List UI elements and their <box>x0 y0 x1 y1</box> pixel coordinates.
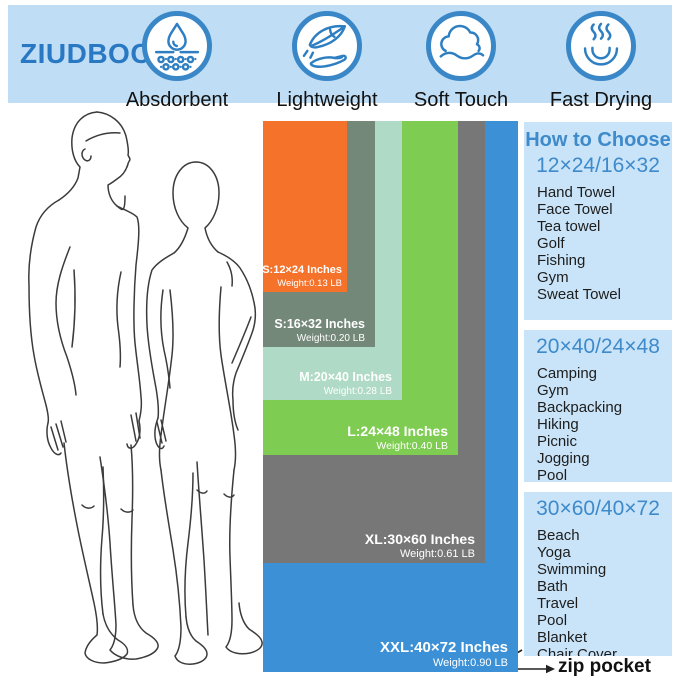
use-item: Beach <box>537 527 580 544</box>
use-item: Sweat Towel <box>537 286 621 303</box>
feather-hand-icon <box>292 11 362 81</box>
header-band: ZIUDBOC <box>8 5 672 111</box>
size-label: XS:12×24 Inches <box>254 264 342 276</box>
guide-sizes-heading: 20×40/24×48 <box>536 335 660 358</box>
water-drop-absorbent-icon <box>142 11 212 81</box>
use-list: Camping Gym Backpacking Hiking Picnic Jo… <box>524 365 672 482</box>
feature-fast-drying: Fast Drying <box>531 11 671 112</box>
size-label: M:20×40 Inches <box>299 370 392 384</box>
feature-label: Lightweight <box>276 89 378 111</box>
size-label: XXL:40×72 Inches <box>380 639 508 656</box>
towel-size-chart: XXL:40×72 Inches Weight:0.90 LB XL:30×60… <box>255 121 519 673</box>
size-label: L:24×48 Inches <box>347 423 448 439</box>
feature-absorbent: Absdorbent <box>107 11 247 112</box>
feature-lightweight: Lightweight <box>257 11 397 112</box>
use-item: Swimming <box>537 561 607 578</box>
use-item: Pool <box>537 612 568 629</box>
size-rect-xs: XS:12×24 Inches Weight:0.13 LB <box>255 121 347 292</box>
brand-logo: ZIUDBOC <box>20 38 152 69</box>
man-figure <box>28 111 159 664</box>
guide-sizes-heading: 12×24/16×32 <box>536 154 660 177</box>
feature-label: Soft Touch <box>413 89 509 111</box>
use-item: Bath <box>537 578 568 595</box>
size-label: S:16×32 Inches <box>274 317 365 331</box>
size-weight: Weight:0.90 LB <box>432 657 508 669</box>
use-list: Beach Yoga Swimming Bath Travel Pool Bla… <box>524 527 672 656</box>
use-item: Blanket <box>537 629 588 646</box>
feature-soft-touch: Soft Touch <box>391 11 531 112</box>
size-label: XL:30×60 Inches <box>364 531 475 547</box>
use-item: Gym <box>537 382 569 399</box>
use-item: Golf <box>537 235 565 252</box>
use-item: Travel <box>537 595 579 612</box>
steam-drying-icon <box>566 11 636 81</box>
use-item: Jogging <box>537 450 590 467</box>
guide-panel-small-sizes: How to Choose 12×24/16×32 Hand Towel Fac… <box>524 122 672 320</box>
feature-label: Absdorbent <box>125 89 229 111</box>
size-weight: Weight:0.61 LB <box>399 548 475 560</box>
woman-figure <box>145 161 263 665</box>
size-weight: Weight:0.28 LB <box>323 386 392 397</box>
use-item: Hand Towel <box>537 184 616 201</box>
use-item: Pool <box>537 467 568 482</box>
size-weight: Weight:0.20 LB <box>296 333 365 344</box>
guide-panel-large-sizes: 30×60/40×72 Beach Yoga Swimming Bath Tra… <box>524 492 672 656</box>
guide-title: How to Choose <box>525 129 671 151</box>
guide-panel-medium-sizes: 20×40/24×48 Camping Gym Backpacking Hiki… <box>524 330 672 482</box>
size-weight: Weight:0.13 LB <box>277 278 342 289</box>
feature-label: Fast Drying <box>549 89 653 111</box>
cloud-icon <box>426 11 496 81</box>
use-list: Hand Towel Face Towel Tea towel Golf Fis… <box>524 184 672 303</box>
use-item: Hiking <box>537 416 579 433</box>
guide-sizes-heading: 30×60/40×72 <box>536 497 660 520</box>
zip-pocket-label: zip pocket <box>558 656 651 677</box>
size-weight: Weight:0.40 LB <box>376 440 448 452</box>
use-item: Gym <box>537 269 569 286</box>
use-item: Face Towel <box>537 201 613 218</box>
man-woman-outline-figures <box>28 111 263 665</box>
use-item: Picnic <box>537 433 578 450</box>
use-item: Backpacking <box>537 399 623 416</box>
use-item: Fishing <box>537 252 586 269</box>
use-item: Chair Cover <box>537 646 618 656</box>
use-item: Camping <box>537 365 598 382</box>
use-item: Yoga <box>537 544 571 561</box>
use-item: Tea towel <box>537 218 601 235</box>
